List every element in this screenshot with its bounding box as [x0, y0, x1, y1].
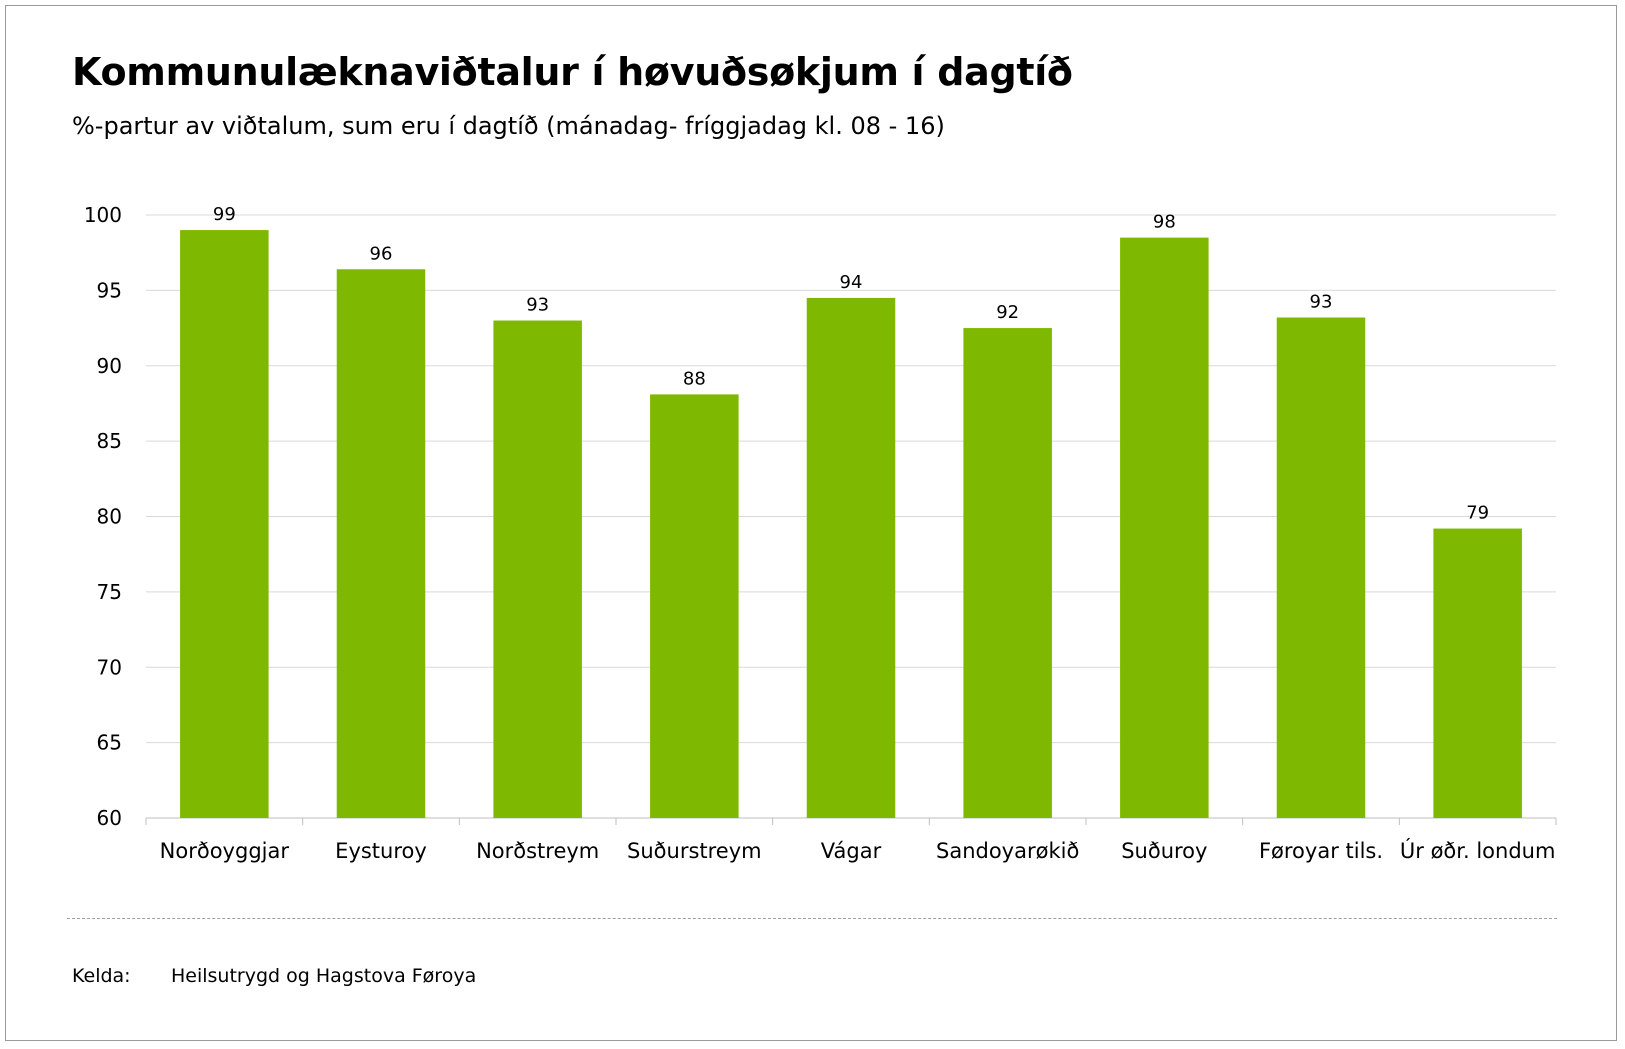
x-tick-label: Norðstreym — [476, 839, 599, 863]
x-tick-label: Eysturoy — [335, 839, 427, 863]
data-label: 93 — [526, 295, 549, 316]
bar — [1433, 528, 1522, 818]
x-tick-label: Suðuroy — [1121, 839, 1207, 863]
bar — [493, 320, 582, 818]
data-label: 79 — [1466, 503, 1489, 524]
bar — [336, 269, 426, 818]
y-tick-label: 60 — [97, 806, 122, 830]
data-label: 92 — [996, 302, 1019, 323]
bar — [1120, 237, 1209, 819]
bar-chart: 60 65 70 75 80 85 90 95 100 99 Norðoyggjar 96 Eystur… — [84, 203, 1557, 863]
bar — [963, 328, 1052, 818]
x-tick-label: Føroyar tils. — [1259, 839, 1383, 863]
bar — [180, 230, 269, 818]
data-label: 88 — [683, 368, 706, 389]
data-label: 93 — [1310, 292, 1333, 313]
y-tick-label: 80 — [97, 505, 122, 529]
bar — [650, 394, 739, 818]
bar — [806, 297, 896, 819]
chart-title: Kommunulæknaviðtalur í høvuðsøkjum í dag… — [72, 50, 1073, 94]
bar — [1276, 317, 1366, 818]
data-label: 99 — [213, 204, 236, 225]
source-value: Heilsutrygd og Hagstova Føroya — [171, 965, 477, 987]
y-tick-label: 75 — [97, 580, 122, 604]
y-tick-label: 95 — [97, 278, 122, 302]
y-tick-label: 90 — [97, 354, 122, 378]
x-tick-label: Úr øðr. londum — [1400, 838, 1556, 863]
source-label: Kelda: — [72, 965, 131, 987]
x-tick-label: Suðurstreym — [627, 839, 762, 863]
chart-subtitle: %-partur av viðtalum, sum eru í dagtíð (… — [72, 112, 945, 140]
y-tick-label: 65 — [97, 731, 122, 755]
y-tick-label: 100 — [84, 203, 122, 227]
data-label: 94 — [840, 272, 863, 293]
x-tick-label: Sandoyarøkið — [936, 839, 1079, 863]
data-label: 96 — [370, 243, 393, 264]
x-tick-label: Vágar — [821, 839, 882, 863]
data-label: 98 — [1153, 212, 1176, 233]
chart-frame — [5, 5, 1617, 1041]
y-tick-label: 70 — [97, 655, 122, 679]
y-tick-label: 85 — [97, 429, 122, 453]
footer-divider — [67, 918, 1557, 919]
x-tick-label: Norðoyggjar — [160, 839, 290, 863]
